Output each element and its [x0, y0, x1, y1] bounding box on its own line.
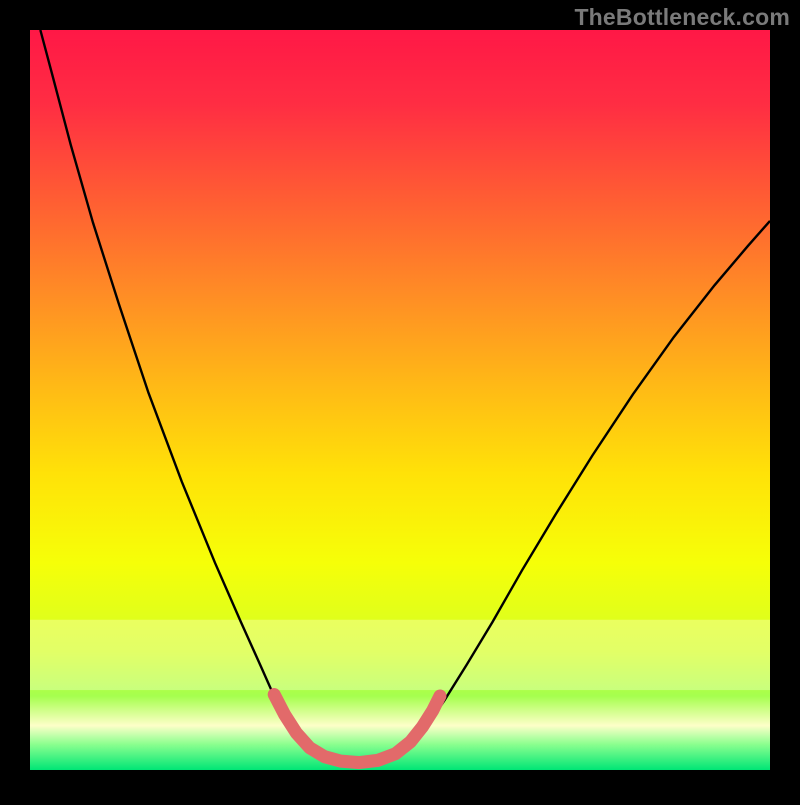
chart-svg — [0, 0, 800, 800]
chart-frame: TheBottleneck.com — [0, 0, 800, 800]
watermark-text: TheBottleneck.com — [574, 4, 790, 31]
orange-band — [30, 620, 770, 690]
